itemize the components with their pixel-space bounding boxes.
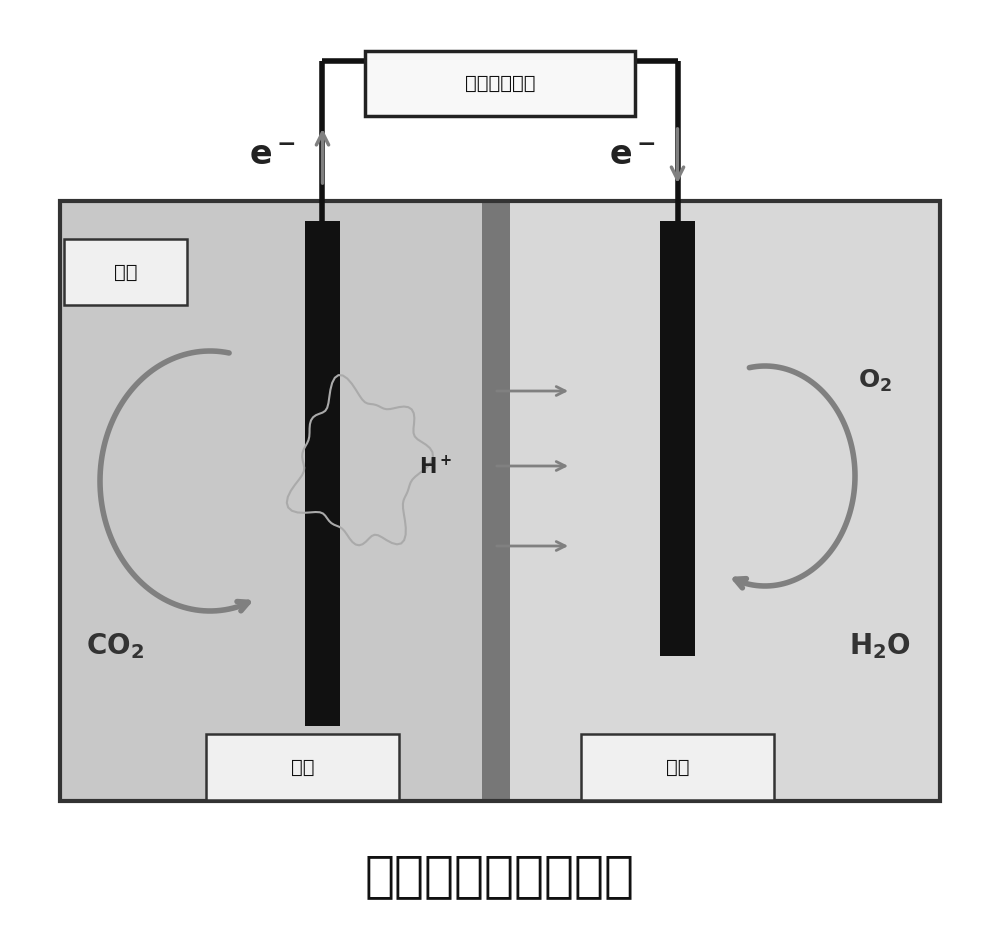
Text: 阳极: 阳极	[291, 758, 314, 776]
FancyBboxPatch shape	[365, 51, 635, 116]
Text: 微生物燃料电池装置: 微生物燃料电池装置	[365, 852, 635, 900]
Text: 阴极: 阴极	[666, 758, 689, 776]
FancyBboxPatch shape	[206, 734, 399, 800]
Text: $\mathbf{H_2O}$: $\mathbf{H_2O}$	[849, 631, 911, 661]
Bar	[60, 201, 940, 801]
Bar	[482, 201, 510, 801]
Bar	[660, 221, 695, 656]
Text: 电流测量装置: 电流测量装置	[465, 74, 535, 93]
FancyBboxPatch shape	[581, 734, 774, 800]
Bar	[500, 201, 940, 801]
Text: $\mathbf{e^-}$: $\mathbf{e^-}$	[249, 140, 296, 172]
Text: $\mathbf{e^-}$: $\mathbf{e^-}$	[609, 140, 656, 172]
Text: $\mathbf{O_2}$: $\mathbf{O_2}$	[858, 368, 892, 394]
Text: $\mathbf{H^+}$: $\mathbf{H^+}$	[419, 454, 453, 478]
Bar	[60, 201, 500, 801]
FancyBboxPatch shape	[64, 239, 187, 305]
Text: $\mathbf{CO_2}$: $\mathbf{CO_2}$	[86, 631, 144, 661]
Bar	[305, 221, 340, 726]
Text: 基质: 基质	[114, 263, 137, 281]
